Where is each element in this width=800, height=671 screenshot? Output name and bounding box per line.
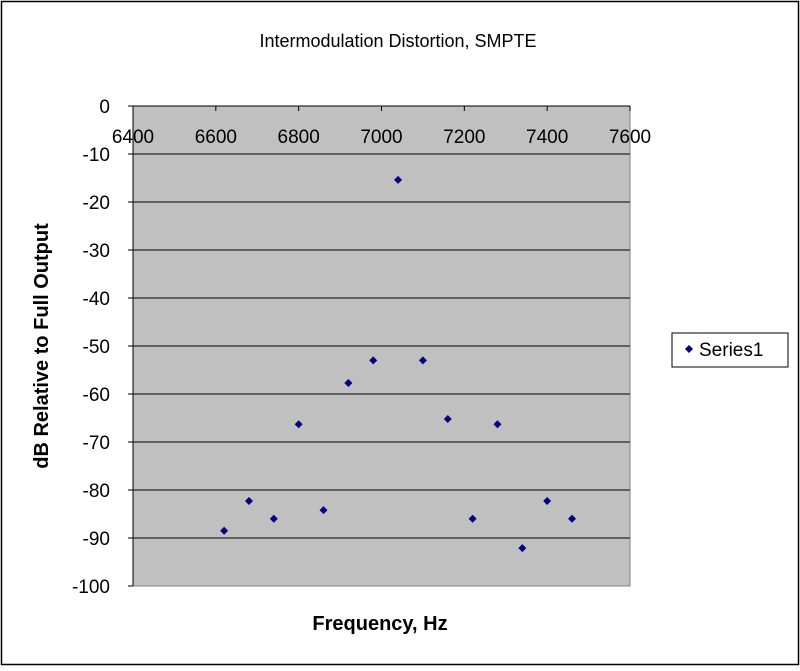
data-point [269, 514, 278, 523]
y-tick-label: -90 [83, 529, 110, 550]
x-tick-label: 6400 [112, 127, 154, 148]
x-tick-label: 7000 [360, 127, 402, 148]
data-point [244, 497, 253, 506]
y-tick-labels: 0 -10 -20 -30 -40 -50 -60 -70 -80 -90 -100 [72, 97, 133, 598]
data-point [493, 420, 502, 429]
x-tick-label: 6600 [195, 127, 237, 148]
data-point [319, 506, 328, 515]
y-tick-label: -20 [83, 193, 110, 214]
data-point [294, 420, 303, 429]
data-point [568, 514, 577, 523]
x-tick-label: 7600 [609, 127, 651, 148]
x-axis-title: Frequency, Hz [312, 613, 447, 635]
y-tick-label: -30 [83, 241, 110, 262]
data-point [468, 514, 477, 523]
y-tick-label: -50 [83, 337, 110, 358]
y-tick-label: -80 [83, 481, 110, 502]
chart-title: Intermodulation Distortion, SMPTE [259, 31, 536, 51]
legend: Series1 [671, 332, 789, 368]
data-point [418, 356, 427, 365]
series-points [220, 175, 577, 553]
y-axis-title: dB Relative to Full Output [31, 223, 53, 469]
data-point [394, 175, 403, 184]
x-tick-label: 7400 [526, 127, 568, 148]
data-point [369, 356, 378, 365]
y-tick-label: -10 [83, 145, 110, 166]
y-tick-label: -70 [83, 433, 110, 454]
y-tick-label: -60 [83, 385, 110, 406]
x-tick-label: 7200 [443, 127, 485, 148]
x-tick-label: 6800 [278, 127, 320, 148]
data-point [543, 497, 552, 506]
data-point [344, 378, 353, 387]
data-point [220, 526, 229, 535]
legend-marker-diamond-icon [685, 345, 693, 353]
gridlines [133, 153, 630, 539]
data-point [518, 544, 527, 553]
legend-label-series1: Series1 [699, 340, 763, 361]
y-tick-label: 0 [99, 97, 110, 118]
y-tick-label: -100 [72, 577, 110, 598]
y-tick-label: -40 [83, 289, 110, 310]
data-point [443, 414, 452, 423]
x-tick-labels: 6400 6600 6800 7000 7200 7400 7600 [112, 106, 651, 148]
